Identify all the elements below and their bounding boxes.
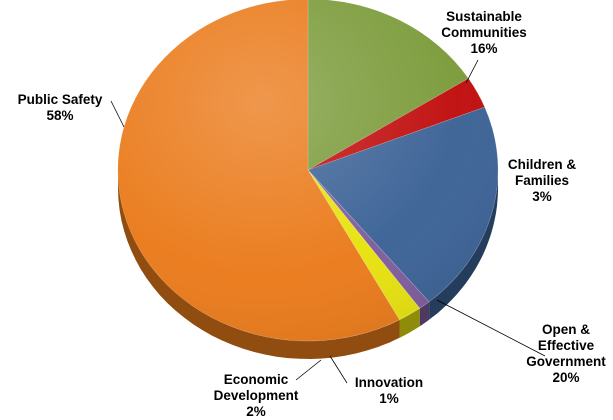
- slice-name-label: Open &: [542, 322, 590, 337]
- slice-name-label: Sustainable: [446, 9, 522, 24]
- leader-line: [436, 299, 546, 357]
- slice-name-label: Children &: [508, 157, 577, 172]
- leader-line: [329, 355, 348, 384]
- slice-percent-label: 2%: [246, 404, 266, 419]
- slice-percent-label: 3%: [532, 189, 552, 204]
- slice-name-label: Innovation: [355, 375, 423, 390]
- leader-line: [295, 359, 322, 381]
- slice-name-label: Effective: [538, 338, 595, 353]
- slice-name-label: Development: [214, 388, 299, 403]
- slice-label: Open & Effective Government 20%: [526, 322, 606, 385]
- slice-name-label: Economic: [224, 372, 289, 387]
- leader-line: [110, 100, 125, 128]
- slice-percent-label: 20%: [552, 370, 579, 385]
- slice-label: Children & Families 3%: [508, 157, 577, 204]
- slice-name-label: Public Safety: [18, 92, 103, 107]
- slice-label: Economic Development 2%: [214, 372, 299, 419]
- slice-name-label: Families: [515, 173, 569, 188]
- slice-label: Public Safety 58%: [18, 92, 103, 123]
- slice-label: Innovation 1%: [355, 375, 423, 406]
- leader-line: [465, 59, 479, 84]
- slice-percent-label: 16%: [470, 41, 497, 56]
- slice-name-label: Communities: [441, 25, 527, 40]
- slice-name-label: Government: [526, 354, 606, 369]
- slice-percent-label: 1%: [379, 391, 399, 406]
- slice-label: Sustainable Communities 16%: [441, 9, 527, 56]
- slice-percent-label: 58%: [46, 108, 73, 123]
